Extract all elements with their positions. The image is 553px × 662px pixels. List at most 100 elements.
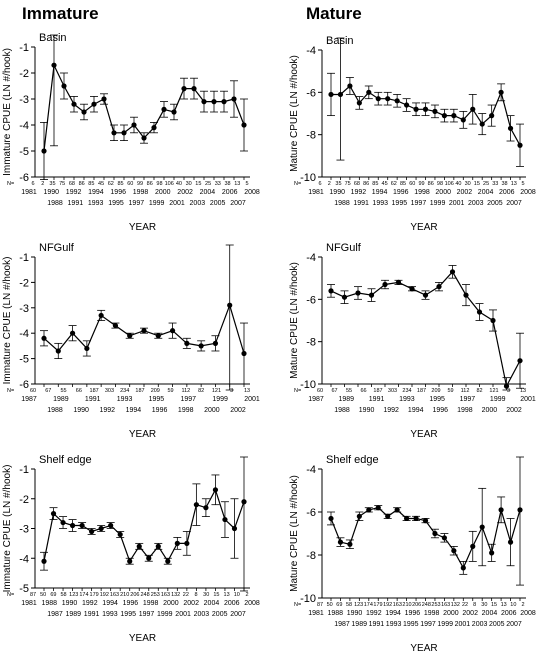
x-tick-label: 2003 [472,621,488,628]
n-value: 13 [511,181,517,187]
data-point [441,535,447,541]
y-tick-label: -1 [19,42,29,54]
y-tick-label: -4 [19,120,29,132]
data-point [347,541,353,547]
x-tick-label: 1996 [405,610,421,617]
n-value: 303 [105,388,114,394]
panel-title: NFGulf [39,242,75,254]
n-value: 179 [90,592,99,598]
y-tick-label: -10 [300,379,316,391]
y-tick-label: -3 [19,94,29,106]
n-value: 2 [41,181,44,187]
n-value: 253 [431,602,440,608]
x-tick-label: 1995 [149,396,165,403]
n-value: 86 [79,181,85,187]
x-tick-label: 2006 [222,189,238,196]
n-value: 15 [213,592,219,598]
data-point [337,91,344,98]
panel-title: NFGulf [326,242,362,254]
panel-immature-nfgulf: -6 -5 -4 -3 -2 -1 NFGulf Immature CPUE (LN #/ho… [2,242,260,440]
data-point [385,96,391,102]
x-tick-label: 1993 [102,611,118,618]
n-value: 13 [234,181,240,187]
data-point [498,89,504,95]
x-tick-label: 2006 [501,610,517,617]
n-value: 82 [476,388,482,394]
panel-title: Basin [326,35,354,47]
n-value: 30 [203,592,209,598]
n-value: 22 [462,602,468,608]
data-point [451,113,457,119]
n-value: 2 [521,602,524,608]
x-tick-label: 1989 [53,396,69,403]
data-point [79,522,85,529]
data-point [507,539,514,545]
panel-immature-basin: -6 -5 -4 -3 -2 -1 Basin Immature CPUE (LN #/hoo… [2,32,260,233]
x-tick-label: 2002 [462,610,478,617]
data-point [449,269,456,275]
n-value: 33 [492,181,498,187]
x-tick-label: 1994 [88,189,104,196]
data-point [50,511,57,517]
y-axis-label: Mature CPUE (LN #/hook) [289,262,300,379]
n-value: 15 [195,181,201,187]
n-value: 55 [346,388,352,394]
x-tick-label: 1981 [21,600,37,607]
n-value: 13 [224,592,230,598]
x-tick-label: 1991 [369,396,385,403]
n-value: 85 [372,181,378,187]
x-tick-label: 2006 [499,189,515,196]
x-tick-label: 2001 [244,396,260,403]
x-tick-label: 1994 [408,407,424,414]
x-tick-label: 2004 [200,189,216,196]
data-point [127,333,133,339]
data-point [146,555,152,561]
x-tick-label: 2000 [163,600,179,607]
n-value: 67 [331,388,337,394]
data-point [356,513,362,519]
x-tick-label: 2000 [435,189,451,196]
x-tick-label: 2008 [520,189,536,196]
data-point [184,540,190,546]
n-value: 58 [61,592,67,598]
data-point [503,383,510,389]
data-point [395,279,402,285]
data-point [422,106,429,112]
n-value: 187 [135,388,144,394]
x-tick-label: 2003 [190,200,206,207]
n-value: 38 [501,181,507,187]
data-point [201,99,207,105]
x-tick-label: 2001 [169,200,185,207]
data-point [498,507,504,513]
data-point [108,522,114,529]
x-tick-label: 1990 [347,610,363,617]
n-value: 86 [147,181,153,187]
n-value: 22 [183,592,189,598]
data-point [98,312,104,319]
x-axis-label: YEAR [129,429,156,440]
x-tick-label: 1998 [133,189,149,196]
x-tick-label: 1997 [139,611,155,618]
panel-title: Shelf edge [39,454,92,466]
n-value: 15 [474,181,480,187]
n-value: 5 [245,181,248,187]
data-point [432,530,438,537]
x-tick-label: 1995 [120,611,136,618]
x-tick-label: 2002 [230,407,246,414]
series-line [330,270,521,388]
data-point [181,86,187,92]
y-tick-label: -8 [306,130,316,142]
n-value: 30 [481,602,487,608]
data-point [241,350,247,357]
y-tick-label: -10 [300,593,316,605]
x-tick-label: 2000 [204,407,220,414]
n-value: 59 [168,388,174,394]
n-label: N= [7,181,14,187]
data-point [203,505,209,511]
data-point [41,558,47,564]
x-axis-label: YEAR [129,633,156,644]
y-tick-label: -10 [300,172,316,184]
x-tick-label: 2003 [468,200,484,207]
data-point [191,86,197,92]
